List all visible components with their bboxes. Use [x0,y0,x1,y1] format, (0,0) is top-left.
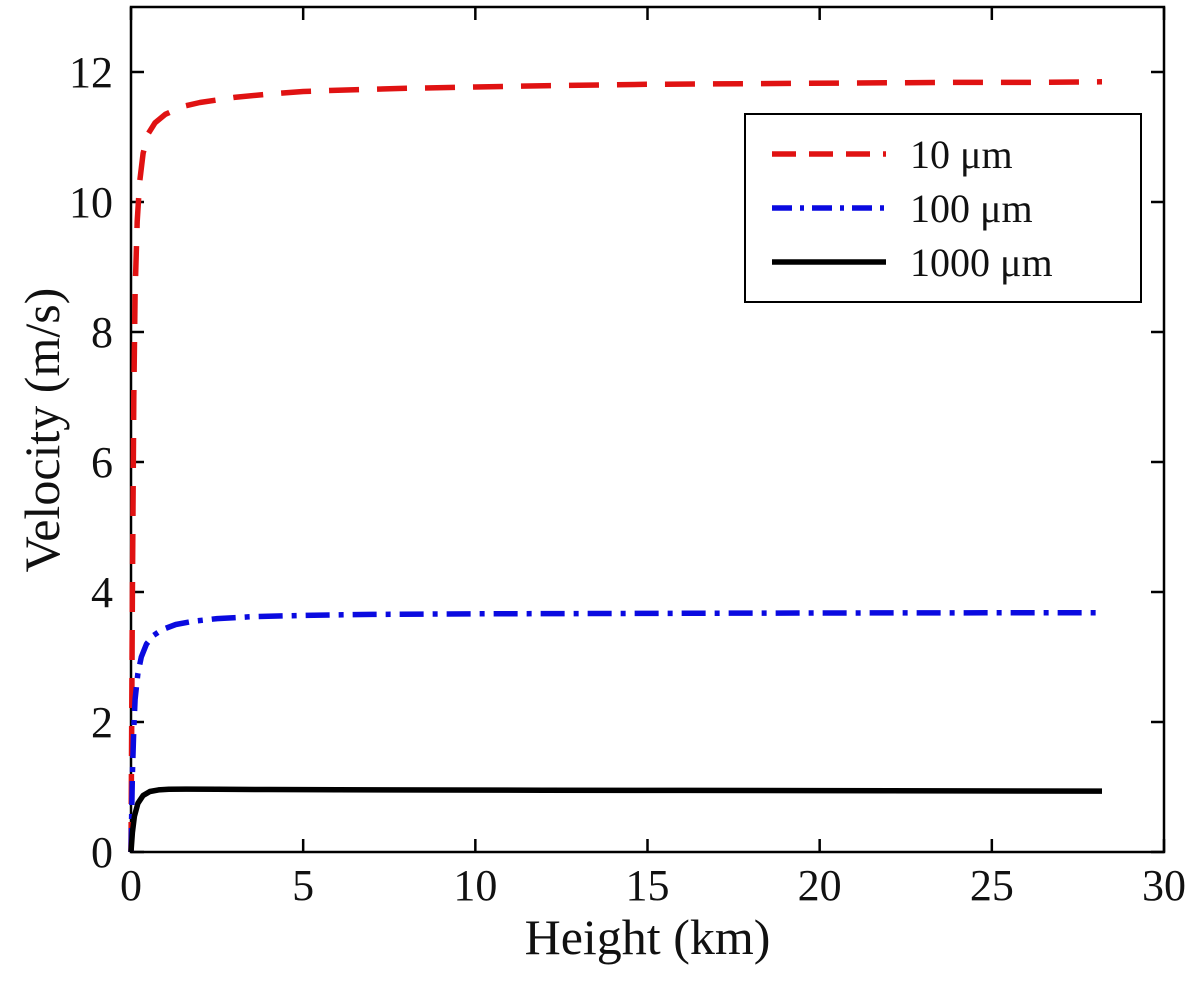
legend-entry: 1000 μm [770,235,1122,289]
x-tick-label: 5 [292,861,314,910]
legend-line-sample [772,259,886,265]
series-line-1 [128,610,1102,853]
x-tick-label: 15 [626,861,670,910]
legend-entry: 100 μm [770,181,1122,235]
legend: 10 μm 100 μm 1000 μm [744,113,1142,303]
legend-line-sample [772,151,886,157]
x-tick-label: 0 [120,861,142,910]
x-tick-label: 25 [970,861,1014,910]
legend-label: 1000 μm [910,239,1053,285]
y-tick-label: 10 [69,178,113,227]
y-axis-label: Velocity (m/s) [14,287,70,573]
legend-label: 100 μm [910,185,1033,231]
y-tick-label: 8 [91,308,113,357]
y-tick-label: 6 [91,438,113,487]
x-axis-label: Height (km) [524,909,771,965]
legend-line-sample [772,205,886,211]
y-tick-label: 12 [69,48,113,97]
y-tick-label: 2 [91,698,113,747]
x-tick-label: 30 [1142,861,1186,910]
series-line-2 [128,786,1103,853]
legend-label: 10 μm [910,131,1013,177]
x-tick-label: 20 [798,861,842,910]
series-line-0 [128,79,1103,853]
y-tick-label: 4 [91,568,113,617]
x-tick-label: 10 [453,861,497,910]
legend-entry: 10 μm [770,127,1122,181]
y-tick-label: 0 [91,828,113,877]
